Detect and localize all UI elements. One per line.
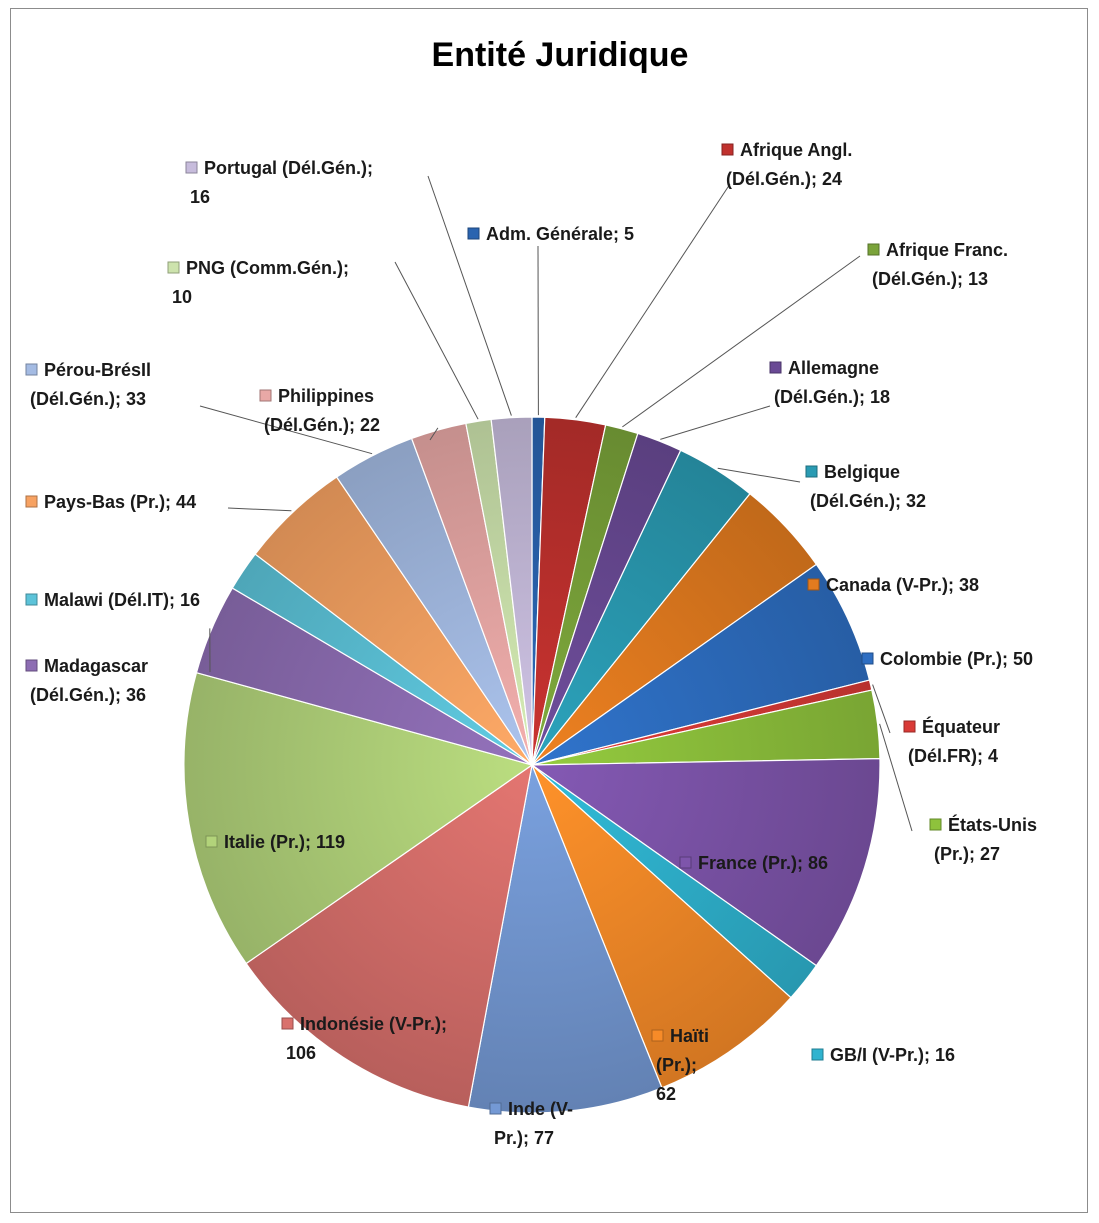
slice-label-text: Adm. Générale; 5: [486, 224, 634, 244]
slice-label-text: Indonésie (V-Pr.); 106: [286, 1014, 447, 1063]
slice-label-marker: [25, 363, 38, 376]
slice-label-text: PNG (Comm.Gén.); 10: [172, 258, 349, 307]
leader-line: [879, 723, 913, 832]
slice-label-text: Pays-Bas (Pr.); 44: [44, 492, 196, 512]
slice-label-text: Inde (V-Pr.); 77: [494, 1099, 573, 1148]
slice-label-marker: [769, 361, 782, 374]
slice-label-text: Canada (V-Pr.); 38: [826, 575, 979, 595]
leader-line: [199, 405, 373, 455]
slice-label-text: Portugal (Dél.Gén.); 16: [190, 158, 373, 207]
slice-labels: Adm. Générale; 5 Afrique Angl. (Dél.Gén.);…: [25, 140, 1037, 1148]
slice-label: États-Unis (Pr.); 27: [929, 814, 1037, 864]
slice-label: Portugal (Dél.Gén.); 16: [185, 158, 373, 207]
leader-line: [872, 684, 891, 734]
slice-label-marker: [467, 227, 480, 240]
slice-label-marker: [721, 143, 734, 156]
slice-label-marker: [205, 835, 218, 848]
slice-label-marker: [861, 652, 874, 665]
slice-label: Adm. Générale; 5: [467, 224, 634, 244]
slice-label-text: GB/I (V-Pr.); 16: [830, 1045, 955, 1065]
slice-label-text: Philippines (Dél.Gén.); 22: [264, 386, 380, 435]
slice-label-text: États-Unis (Pr.); 27: [934, 814, 1037, 864]
slice-label: Canada (V-Pr.); 38: [807, 575, 979, 595]
pie-slice: [531, 563, 871, 766]
slice-label: France (Pr.); 86: [679, 853, 828, 873]
leader-line: [394, 261, 479, 420]
slice-label: Philippines (Dél.Gén.); 22: [259, 386, 380, 435]
slice-label-marker: [25, 659, 38, 672]
slice-label: GB/I (V-Pr.); 16: [811, 1045, 955, 1065]
slice-label-text: Équateur (Dél.FR); 4: [908, 716, 1000, 766]
slice-label: Colombie (Pr.); 50: [861, 649, 1033, 669]
slice-label: Afrique Angl. (Dél.Gén.); 24: [721, 140, 852, 189]
slice-label: Malawi (Dél.IT); 16: [25, 590, 200, 610]
slice-label: Allemagne (Dél.Gén.); 18: [769, 358, 890, 407]
slice-label-text: Malawi (Dél.IT); 16: [44, 590, 200, 610]
leader-lines: [199, 175, 913, 832]
pie-slice: [467, 762, 663, 1114]
slice-label-text: Haïti (Pr.); 62: [656, 1026, 709, 1104]
slice-label-marker: [25, 495, 38, 508]
slice-label-marker: [185, 161, 198, 174]
slice-label: Madagascar (Dél.Gén.); 36: [25, 656, 148, 705]
slice-label-text: Pérou-BrésIl (Dél.Gén.); 33: [30, 360, 151, 409]
slice-label: Inde (V-Pr.); 77: [489, 1099, 573, 1148]
slice-label: Haïti (Pr.); 62: [651, 1026, 709, 1104]
slice-label-text: Madagascar (Dél.Gén.); 36: [30, 656, 148, 705]
slice-label-marker: [679, 856, 692, 869]
slice-label: PNG (Comm.Gén.); 10: [167, 258, 349, 307]
slice-label-text: Afrique Angl. (Dél.Gén.); 24: [726, 140, 852, 189]
leader-line: [429, 427, 439, 441]
slice-label-marker: [903, 720, 916, 733]
leader-line: [427, 175, 512, 416]
slice-label-marker: [811, 1048, 824, 1061]
slice-label: Pays-Bas (Pr.); 44: [25, 492, 196, 512]
chart-title: Entité Juridique: [432, 36, 689, 74]
leader-line: [575, 183, 731, 418]
pie-slice: [490, 416, 533, 766]
leader-line: [227, 507, 292, 512]
slice-label-text: Italie (Pr.); 119: [224, 832, 345, 852]
slice-label-marker: [167, 261, 180, 274]
slice-label: Afrique Franc. (Dél.Gén.); 13: [867, 240, 1008, 289]
slice-label-marker: [867, 243, 880, 256]
leader-line: [717, 467, 801, 483]
slice-label-marker: [807, 578, 820, 591]
pie-slice: [530, 757, 881, 967]
slice-label: Équateur (Dél.FR); 4: [903, 716, 1000, 766]
slice-label-text: France (Pr.); 86: [698, 853, 828, 873]
slice-label-marker: [489, 1102, 502, 1115]
slice-label-marker: [929, 818, 942, 831]
pie-slice: [531, 764, 792, 1089]
pie-slice: [245, 763, 533, 1108]
pie-slices: [183, 416, 881, 1114]
slice-label-marker: [25, 593, 38, 606]
slice-label-marker: [651, 1029, 664, 1042]
slice-label: Pérou-BrésIl (Dél.Gén.); 33: [25, 360, 151, 409]
slice-label-marker: [805, 465, 818, 478]
leader-line: [660, 405, 771, 440]
slice-label: Indonésie (V-Pr.); 106: [281, 1014, 447, 1063]
slice-label-text: Allemagne (Dél.Gén.); 18: [774, 358, 890, 407]
slice-label-marker: [259, 389, 272, 402]
leader-line: [622, 255, 861, 428]
slice-label-text: Colombie (Pr.); 50: [880, 649, 1033, 669]
pie-slice: [183, 671, 534, 965]
slice-label-text: Afrique Franc. (Dél.Gén.); 13: [872, 240, 1008, 289]
slice-label: Belgique (Dél.Gén.); 32: [805, 462, 926, 511]
slice-label-text: Belgique (Dél.Gén.); 32: [810, 462, 926, 511]
slice-label-marker: [281, 1017, 294, 1030]
slice-label: Italie (Pr.); 119: [205, 832, 345, 852]
